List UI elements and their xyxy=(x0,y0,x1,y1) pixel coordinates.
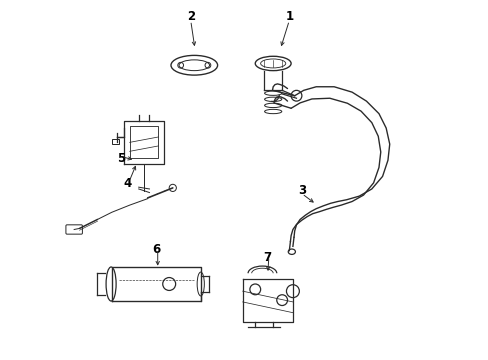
Text: 7: 7 xyxy=(263,251,271,264)
Bar xyxy=(112,139,119,144)
Text: 1: 1 xyxy=(285,10,293,23)
Text: 5: 5 xyxy=(117,152,124,165)
Text: 6: 6 xyxy=(152,243,161,256)
Text: 4: 4 xyxy=(123,177,132,190)
Text: 2: 2 xyxy=(186,10,194,23)
Text: 3: 3 xyxy=(297,184,305,197)
